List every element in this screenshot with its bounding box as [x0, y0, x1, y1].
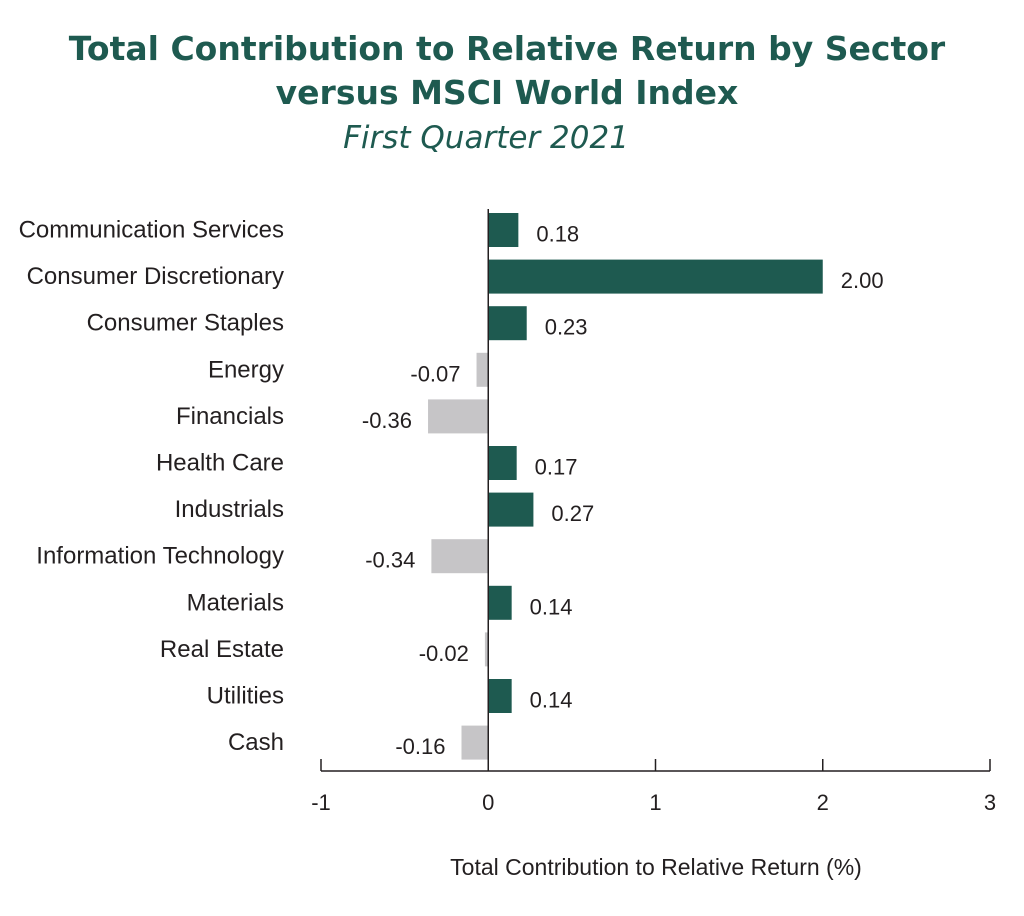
x-tick-label: -1	[311, 790, 331, 815]
value-label: 0.27	[551, 501, 594, 526]
bar-communication-services	[488, 213, 519, 247]
bar-financials	[428, 399, 489, 434]
x-tick-label: 2	[817, 790, 829, 815]
value-label: 2.00	[841, 268, 884, 293]
bar-utilities	[488, 679, 512, 713]
chart-title-line-1: Total Contribution to Relative Return by…	[68, 29, 946, 68]
category-label: Communication Services	[19, 217, 284, 244]
category-label: Consumer Discretionary	[27, 263, 284, 290]
category-label: Utilities	[207, 683, 284, 710]
value-label: -0.07	[410, 361, 460, 386]
bar-consumer-staples	[488, 306, 527, 341]
value-label: -0.02	[419, 641, 469, 666]
category-label: Real Estate	[160, 636, 284, 663]
value-label: 0.14	[530, 594, 573, 619]
chart-title-line-2: versus MSCI World Index	[275, 73, 739, 112]
bar-real-estate	[484, 632, 489, 667]
value-label: -0.16	[395, 734, 445, 759]
value-label: 0.18	[536, 222, 579, 247]
bar-industrials	[488, 492, 534, 527]
x-axis-title: Total Contribution to Relative Return (%…	[450, 854, 862, 880]
category-labels: Communication Services Consumer Discretio…	[19, 217, 284, 757]
bar-cash	[461, 725, 489, 760]
chart-subtitle: First Quarter 2021	[343, 120, 629, 156]
value-labels: 0.18 2.00 0.23 -0.07 -0.36 0.17 0.27 -0.34 0.14 -…	[362, 222, 884, 760]
category-label: Financials	[176, 403, 284, 430]
value-label: 0.23	[545, 315, 588, 340]
x-axis-ticks: -1 0 1 2 3	[311, 759, 996, 815]
bar-materials	[488, 585, 512, 620]
category-label: Energy	[208, 356, 284, 383]
value-label: -0.34	[365, 548, 415, 573]
category-label: Health Care	[156, 450, 284, 477]
category-label: Information Technology	[36, 543, 284, 570]
bar-group	[428, 213, 823, 760]
category-label: Materials	[187, 589, 284, 616]
x-tick-label: 1	[649, 790, 661, 815]
value-label: 0.17	[535, 455, 578, 480]
category-label: Industrials	[175, 496, 284, 523]
value-label: -0.36	[362, 408, 412, 433]
bar-consumer-discretionary	[488, 259, 823, 294]
x-tick-label: 0	[482, 790, 494, 815]
bar-health-care	[488, 446, 517, 480]
category-label: Cash	[228, 729, 284, 756]
x-tick-label: 3	[984, 790, 996, 815]
bar-energy	[476, 352, 489, 387]
bar-information-technology	[431, 539, 489, 574]
value-label: 0.14	[530, 688, 573, 713]
category-label: Consumer Staples	[87, 310, 284, 337]
